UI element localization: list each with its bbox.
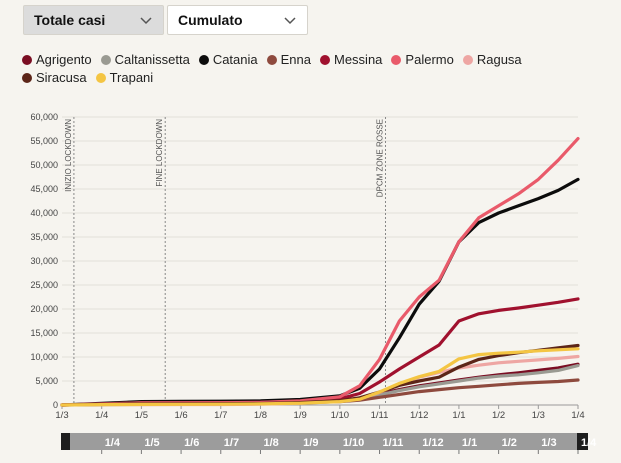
legend-swatch — [462, 55, 473, 65]
y-tick-label: 25,000 — [30, 280, 58, 290]
navigator-tick-label: 1/12 — [422, 437, 443, 449]
range-navigator — [61, 433, 588, 450]
x-tick-label: 1/4 — [95, 410, 108, 421]
legend-label: Ragusa — [476, 52, 522, 67]
navigator-tick-label: 1/7 — [224, 437, 239, 449]
x-tick-label: 1/11 — [371, 410, 389, 421]
x-tick-label: 1/7 — [214, 410, 227, 421]
y-tick-label: 15,000 — [30, 328, 58, 338]
y-tick-label: 30,000 — [30, 256, 58, 266]
legend-item[interactable]: Caltanissetta — [100, 52, 190, 68]
chevron-down-icon — [284, 17, 296, 25]
legend-item[interactable]: Enna — [266, 52, 311, 68]
x-tick-label: 1/3 — [532, 410, 545, 421]
legend-item[interactable]: Trapani — [95, 70, 154, 86]
x-tick-label: 1/2 — [492, 410, 505, 421]
y-tick-label: 55,000 — [30, 136, 58, 146]
legend-item[interactable]: Ragusa — [462, 52, 522, 68]
annotation-label: DPCM ZONE ROSSE — [375, 119, 384, 197]
y-tick-label: 35,000 — [30, 232, 58, 242]
metric-dropdown[interactable]: Totale casi — [23, 5, 164, 35]
legend-swatch — [320, 55, 330, 65]
series-line-palermo — [60, 137, 580, 407]
series-line-trapani — [60, 347, 580, 407]
mode-dropdown-label: Cumulato — [178, 12, 243, 28]
x-tick-label: 1/6 — [174, 410, 187, 421]
legend-item[interactable]: Catania — [198, 52, 258, 68]
mode-dropdown[interactable]: Cumulato — [167, 5, 308, 35]
legend-swatch — [22, 73, 32, 83]
legend-label: Palermo — [405, 52, 454, 67]
x-tick-label: 1/12 — [410, 410, 429, 421]
navigator-tick-label: 1/11 — [383, 437, 404, 449]
navigator-tick-label: 1/5 — [144, 437, 159, 449]
legend-swatch — [391, 55, 402, 65]
legend-swatch — [198, 55, 209, 65]
legend-label: Agrigento — [36, 52, 92, 67]
y-tick-label: 10,000 — [30, 352, 58, 362]
y-tick-label: 0 — [53, 400, 58, 410]
navigator-tick-label: 1/3 — [541, 437, 556, 449]
chart-legend: Agrigento Caltanissetta Catania Enna Messina… — [22, 52, 582, 86]
navigator-tick-label: 1/4 — [581, 437, 597, 449]
legend-swatch — [100, 55, 111, 65]
legend-item[interactable]: Agrigento — [22, 52, 92, 68]
y-tick-label: 60,000 — [30, 112, 58, 122]
legend-item[interactable]: Siracusa — [22, 70, 87, 86]
navigator-tick-label: 1/8 — [263, 437, 278, 449]
navigator-tick-label: 1/9 — [303, 437, 318, 449]
legend-label: Caltanissetta — [114, 52, 190, 67]
chevron-down-icon — [140, 17, 152, 25]
x-tick-label: 1/3 — [55, 410, 68, 421]
legend-swatch — [95, 73, 106, 83]
y-tick-label: 45,000 — [30, 184, 58, 194]
x-tick-label: 1/1 — [452, 410, 465, 421]
x-tick-label: 1/10 — [331, 410, 350, 421]
legend-item[interactable]: Messina — [320, 52, 382, 68]
legend-label: Messina — [334, 52, 383, 67]
legend-label: Trapani — [109, 70, 154, 85]
legend-item[interactable]: Palermo — [391, 52, 454, 68]
navigator-tick-label: 1/6 — [184, 437, 199, 449]
y-tick-label: 50,000 — [30, 160, 58, 170]
navigator-tick-label: 1/2 — [502, 437, 517, 449]
navigator-tick-label: 1/4 — [105, 437, 121, 449]
legend-label: Catania — [212, 52, 258, 67]
y-tick-label: 5,000 — [35, 376, 58, 386]
legend-swatch — [266, 55, 277, 65]
x-tick-label: 1/9 — [294, 410, 307, 421]
x-tick-label: 1/8 — [254, 410, 267, 421]
navigator-handle-left[interactable] — [61, 433, 70, 450]
navigator-tick-label: 1/10 — [343, 437, 364, 449]
annotation-label: INIZIO LOCKDOWN — [64, 119, 73, 192]
x-tick-label: 1/5 — [135, 410, 148, 421]
y-tick-label: 20,000 — [30, 304, 58, 314]
x-tick-label: 1/4 — [571, 410, 584, 421]
navigator-tick-label: 1/1 — [462, 437, 477, 449]
legend-label: Enna — [280, 52, 311, 67]
navigator-handle-right[interactable] — [577, 433, 588, 450]
legend-label: Siracusa — [36, 70, 87, 85]
metric-dropdown-label: Totale casi — [34, 12, 106, 28]
y-tick-label: 40,000 — [30, 208, 58, 218]
annotation-label: FINE LOCKDOWN — [155, 119, 164, 187]
legend-swatch — [22, 55, 32, 65]
